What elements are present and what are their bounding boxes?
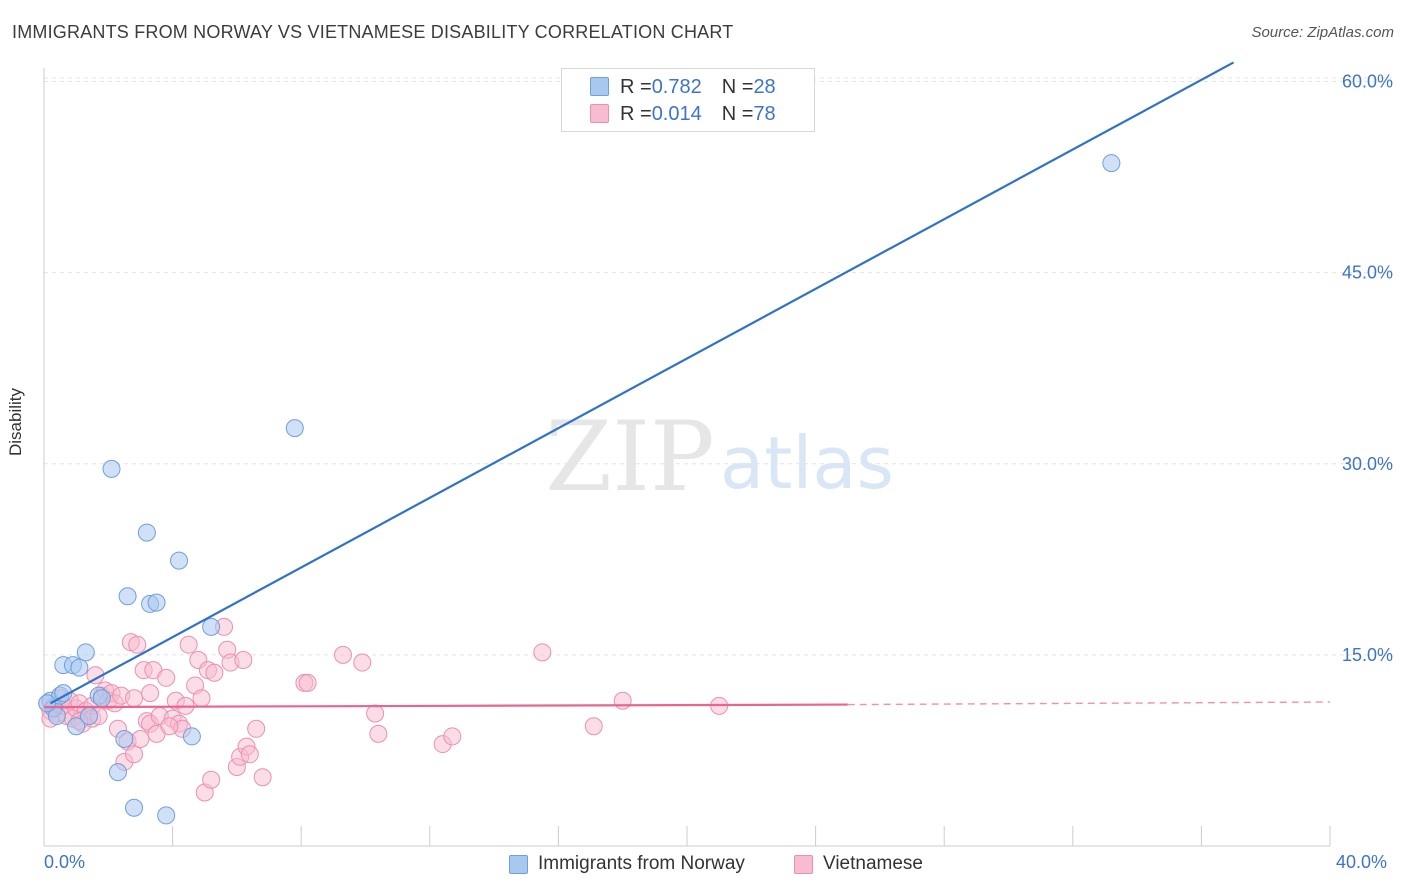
norway-point (70, 658, 89, 677)
norway-point (182, 727, 201, 746)
vietnamese-point (157, 668, 176, 687)
bottom-legend-vietnamese: Vietnamese (794, 851, 923, 877)
y-tick-label: 30.0% (1342, 454, 1393, 474)
vietnamese-trend-line (43, 703, 848, 709)
watermark-zip: ZIP (545, 401, 714, 513)
norway-point (38, 694, 57, 713)
vietnamese-point (179, 635, 198, 654)
vietnamese-points (38, 617, 729, 802)
vietnamese-point (533, 643, 552, 662)
norway-point (54, 684, 73, 703)
norway-point (285, 419, 304, 438)
vietnamese-point (128, 635, 147, 654)
norway-point (118, 587, 137, 606)
legend-swatch-vietnamese (590, 104, 609, 123)
norway-point (125, 798, 144, 817)
norway-point (137, 523, 156, 542)
watermark: ZIP atlas (545, 401, 894, 513)
vietnamese-point (443, 727, 462, 746)
axis-layer (43, 68, 1331, 847)
y-tick-label: 15.0% (1342, 645, 1393, 665)
vietnamese-point (613, 691, 632, 710)
bottom-legend-swatch-vietnamese (794, 854, 813, 874)
norway-point (170, 551, 189, 570)
legend-r-label: R = (620, 102, 652, 125)
bottom-legend-label-vietnamese: Vietnamese (823, 853, 923, 874)
norway-point (147, 593, 166, 612)
watermark-atlas: atlas (720, 421, 894, 505)
vietnamese-point (366, 704, 385, 723)
vietnamese-point (253, 768, 272, 787)
legend-swatch-norway (590, 77, 609, 96)
norway-point (92, 689, 111, 708)
trend-lines (43, 61, 1331, 709)
stats-legend: R = 0.782 N = 28 R = 0.014 N = 78 (561, 68, 815, 132)
bottom-legend-label-norway: Immigrants from Norway (538, 853, 745, 874)
vietnamese-point (160, 717, 179, 736)
vietnamese-point (298, 673, 317, 692)
chart-title: IMMIGRANTS FROM NORWAY VS VIETNAMESE DIS… (12, 22, 734, 42)
norway-point (115, 729, 134, 748)
vietnamese-point (125, 689, 144, 708)
legend-n-label: N = (721, 102, 754, 125)
norway-point (102, 459, 121, 478)
vietnamese-point (333, 645, 352, 664)
vietnamese-point (205, 663, 224, 682)
vietnamese-point (247, 719, 266, 738)
vietnamese-point (202, 770, 221, 789)
chart-source: Source: ZipAtlas.com (1251, 24, 1394, 41)
grid-layer (44, 77, 1394, 656)
legend-r-value-norway: 0.782 (651, 75, 702, 98)
norway-point (76, 643, 95, 662)
norway-point (108, 763, 127, 782)
vietnamese-trend-extension (847, 701, 1331, 706)
vietnamese-point (141, 684, 160, 703)
y-axis-title: Disability (6, 387, 25, 456)
bottom-legend-swatch-norway (509, 854, 528, 874)
norway-point (67, 717, 86, 736)
vietnamese-point (240, 745, 259, 764)
y-tick-label: 45.0% (1342, 263, 1393, 283)
vietnamese-point (234, 650, 253, 669)
norway-trend-line (49, 61, 1235, 705)
vietnamese-point (353, 653, 372, 672)
legend-row-norway: R = 0.782 N = 28 (620, 74, 776, 100)
norway-point (80, 707, 99, 726)
legend-r-value-vietnamese: 0.014 (651, 102, 702, 125)
vietnamese-point (131, 729, 150, 748)
y-tick-label: 60.0% (1342, 72, 1393, 92)
x-tick-label-max: 40.0% (1336, 852, 1388, 872)
norway-point (202, 617, 221, 636)
y-tick-labels: 15.0% 30.0% 45.0% 60.0% (1342, 72, 1393, 665)
bottom-legend-norway: Immigrants from Norway (509, 851, 745, 877)
legend-row-vietnamese: R = 0.014 N = 78 (620, 101, 776, 127)
vietnamese-point (584, 717, 603, 736)
norway-point (1102, 154, 1121, 173)
x-tick-label-min: 0.0% (44, 852, 86, 872)
vietnamese-point (192, 689, 211, 708)
vietnamese-point (369, 724, 388, 743)
legend-r-label: R = (620, 75, 652, 98)
legend-n-label: N = (721, 75, 754, 98)
vietnamese-point (125, 745, 144, 764)
legend-n-value-vietnamese: 78 (753, 102, 776, 125)
norway-point (157, 806, 176, 825)
legend-n-value-norway: 28 (753, 75, 776, 98)
